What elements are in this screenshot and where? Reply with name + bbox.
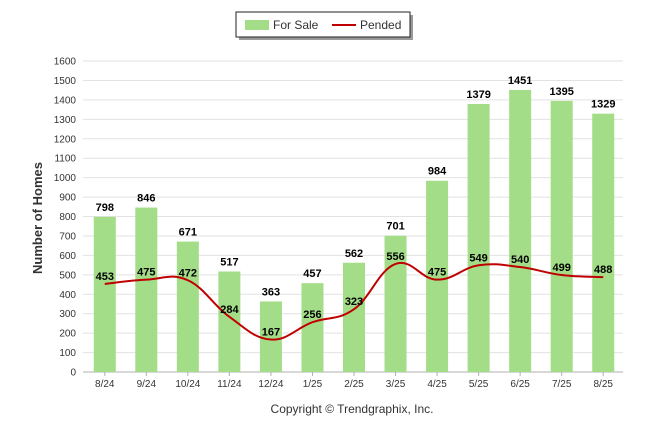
x-tick-label: 2/25 <box>344 379 364 390</box>
x-tick-label: 8/25 <box>593 379 613 390</box>
x-axis-ticks: 8/24 9/24 10/24 11/24 12/24 1/25 2/25 3/25 4/25 5… <box>95 372 613 390</box>
legend-swatch-for-sale <box>245 20 269 30</box>
bar-value-label: 1451 <box>508 75 532 87</box>
x-tick-label: 12/24 <box>258 379 283 390</box>
bar-for-sale <box>550 100 573 373</box>
y-axis-ticks: 0 100 200 300 400 500 600 700 800 900 1000 1100 1200… <box>54 57 77 379</box>
bar-value-label: 457 <box>303 268 321 280</box>
y-tick-label: 1400 <box>54 95 77 106</box>
y-tick-label: 800 <box>59 212 76 223</box>
y-tick-label: 1000 <box>54 173 77 184</box>
line-value-label: 540 <box>511 254 529 266</box>
line-value-label: 323 <box>345 296 363 308</box>
bar-value-label: 846 <box>137 193 155 205</box>
y-tick-label: 700 <box>59 231 76 242</box>
line-value-label: 472 <box>179 267 197 279</box>
bar-value-label: 701 <box>386 221 404 233</box>
y-tick-label: 1600 <box>54 57 77 68</box>
y-tick-label: 100 <box>59 348 76 359</box>
bar-value-label: 363 <box>262 286 280 298</box>
y-tick-label: 0 <box>70 368 76 379</box>
bar-for-sale <box>176 241 199 372</box>
bar-value-label: 1329 <box>591 99 615 111</box>
y-tick-label: 300 <box>59 309 76 320</box>
x-tick-label: 8/24 <box>95 379 115 390</box>
bar-labels: 798 846 671 517 363 457 562 701 984 1379 1451 1395 1… <box>96 75 616 298</box>
line-value-label: 488 <box>594 264 612 276</box>
bar-for-sale <box>218 271 241 372</box>
line-labels: 453 475 472 284 167 256 323 556 475 549 540 499 488 <box>96 251 613 339</box>
x-tick-label: 6/25 <box>510 379 530 390</box>
bar-for-sale <box>343 262 365 372</box>
bar-value-label: 1379 <box>466 89 490 101</box>
x-tick-label: 1/25 <box>303 379 323 390</box>
x-tick-label: 5/25 <box>469 379 489 390</box>
line-value-label: 284 <box>220 304 239 316</box>
line-value-label: 475 <box>428 267 446 279</box>
pended-line <box>104 261 604 341</box>
line-value-label: 549 <box>469 252 487 264</box>
bar-for-sale <box>509 89 532 372</box>
bar-for-sale <box>259 301 282 372</box>
x-tick-label: 4/25 <box>427 379 447 390</box>
y-tick-label: 500 <box>59 270 76 281</box>
copyright-text: Copyright © Trendgraphix, Inc. <box>271 402 434 416</box>
legend-label-for-sale: For Sale <box>273 18 319 32</box>
line-value-label: 256 <box>303 309 321 321</box>
bar-for-sale <box>93 216 116 372</box>
bar-value-label: 562 <box>345 248 363 260</box>
y-tick-label: 200 <box>59 329 76 340</box>
pended-line-path <box>104 261 604 341</box>
line-value-label: 475 <box>137 267 155 279</box>
x-tick-label: 9/24 <box>137 379 157 390</box>
line-value-label: 167 <box>262 327 280 339</box>
bar-value-label: 984 <box>428 166 447 178</box>
y-tick-label: 600 <box>59 251 76 262</box>
y-tick-label: 1500 <box>54 76 77 87</box>
bar-for-sale <box>301 283 324 372</box>
y-tick-label: 1100 <box>54 154 76 165</box>
x-tick-label: 11/24 <box>217 379 242 390</box>
bar-value-label: 671 <box>179 227 197 239</box>
bar-value-label: 517 <box>220 257 238 269</box>
legend: For Sale Pended <box>235 11 413 40</box>
line-value-label: 556 <box>386 251 404 263</box>
line-value-label: 499 <box>553 262 571 274</box>
bar-value-label: 798 <box>96 202 114 214</box>
y-tick-label: 1300 <box>54 115 77 126</box>
y-tick-label: 400 <box>59 290 76 301</box>
y-axis-title: Number of Homes <box>30 162 45 274</box>
bar-for-sale <box>592 113 615 372</box>
bar-value-label: 1395 <box>549 86 573 98</box>
bar-for-sale <box>467 103 490 372</box>
bar-for-sale <box>384 235 407 372</box>
bar-for-sale <box>135 207 158 372</box>
legend-label-pended: Pended <box>360 18 401 32</box>
y-tick-label: 1200 <box>54 134 77 145</box>
bars <box>93 89 615 373</box>
y-tick-label: 900 <box>59 193 76 204</box>
x-tick-label: 7/25 <box>552 379 572 390</box>
bar-for-sale <box>426 180 449 372</box>
x-tick-label: 3/25 <box>386 379 406 390</box>
x-tick-label: 10/24 <box>175 379 200 390</box>
line-value-label: 453 <box>96 271 114 283</box>
